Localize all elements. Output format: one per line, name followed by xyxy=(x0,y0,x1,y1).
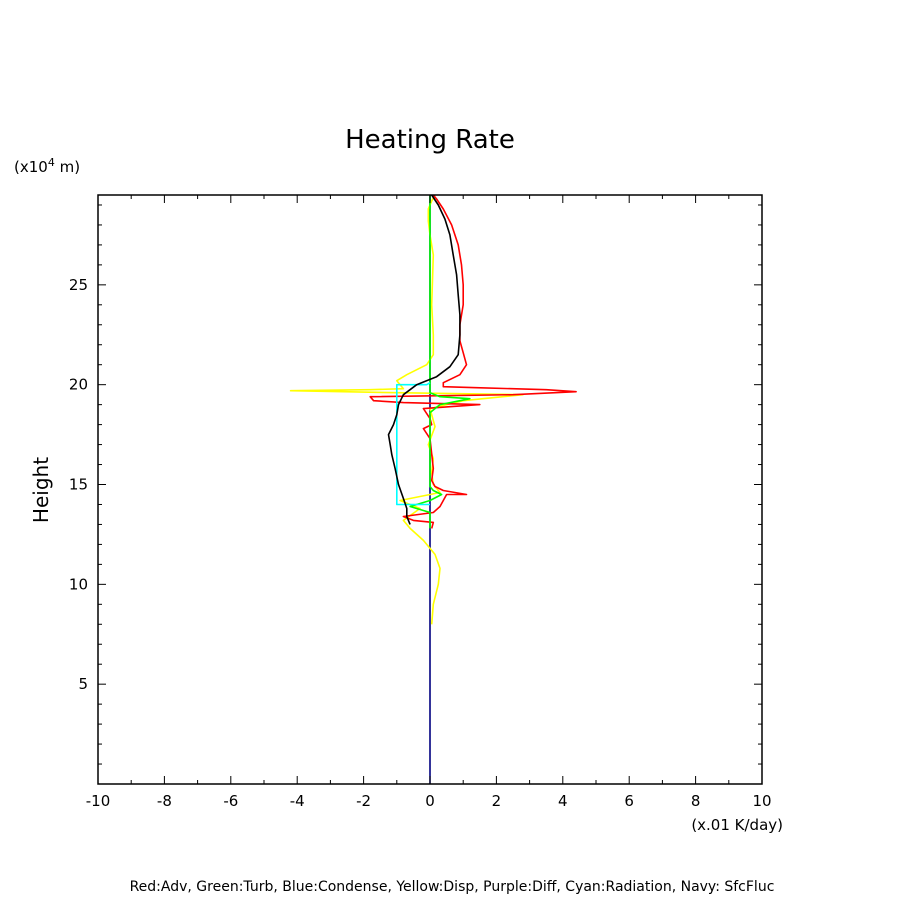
plot-frame xyxy=(97,194,763,785)
chart-title: Heating Rate xyxy=(345,125,515,155)
series-line-3 xyxy=(409,195,471,529)
series-line-2 xyxy=(369,194,577,529)
legend-note: Red:Adv, Green:Turb, Blue:Condense, Yell… xyxy=(130,879,775,895)
x-tick-label: -8 xyxy=(157,792,172,810)
series-line-4 xyxy=(395,382,431,506)
x-tick-label: 8 xyxy=(691,792,701,810)
series-line-1 xyxy=(289,194,524,625)
x-unit-label: (x.01 K/day) xyxy=(691,816,783,834)
series-group xyxy=(289,194,577,784)
x-tick-label: 4 xyxy=(558,792,568,810)
y-tick-label: 5 xyxy=(78,675,88,693)
x-tick-label: -4 xyxy=(290,792,305,810)
y-unit-label-main: (x10 xyxy=(14,158,48,176)
x-tick-label: -10 xyxy=(86,792,111,810)
x-tick-label: 0 xyxy=(425,792,435,810)
tick-labels-group: -10 -8 -6 -4 -2 0 2 4 6 8 10 5 10 15 20 25 xyxy=(69,276,772,810)
x-tick-label: 2 xyxy=(492,792,502,810)
y-tick-label: 10 xyxy=(69,575,88,593)
y-tick-label: 20 xyxy=(69,376,88,394)
y-tick-label: 15 xyxy=(69,476,88,494)
x-tick-label: 10 xyxy=(752,792,771,810)
y-unit-label-tail: m) xyxy=(55,158,80,176)
x-tick-label: -6 xyxy=(223,792,238,810)
y-unit-label: (x104 m) xyxy=(14,156,80,176)
y-axis-label: Height xyxy=(29,457,53,523)
x-tick-label: -2 xyxy=(356,792,371,810)
series-line-5 xyxy=(387,194,461,525)
y-unit-label-sup: 4 xyxy=(48,156,55,169)
x-tick-label: 6 xyxy=(624,792,634,810)
y-tick-label: 25 xyxy=(69,276,88,294)
